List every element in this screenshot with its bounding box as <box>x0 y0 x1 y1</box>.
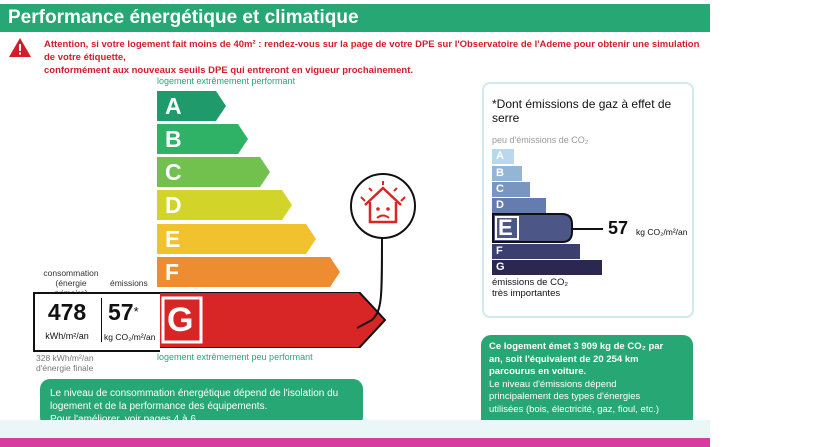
dpe-bar-c <box>157 157 270 187</box>
ges-bar-c: C <box>492 182 530 197</box>
ges-unit: kg CO₂/m²/an <box>636 227 688 237</box>
sad-house-icon <box>360 181 406 224</box>
next-section-header <box>0 438 710 447</box>
energy-info-callout: Le niveau de consommation énergétique dé… <box>40 379 363 427</box>
ges-bottom-line: très importantes <box>492 288 561 299</box>
ges-letter: G <box>496 261 505 273</box>
ges-letter: C <box>496 183 504 195</box>
callout-line: Pour l'améliorer, voir pages 4 à 6 <box>50 413 353 426</box>
ges-title: *Dont émissions de gaz à effet de serre <box>492 97 672 125</box>
ges-letter: F <box>496 245 503 257</box>
energy-value: 478 <box>47 299 87 325</box>
callout-line: Le niveau de consommation énergétique dé… <box>50 388 339 399</box>
dpe-bar-b <box>157 124 248 154</box>
final-energy-value: 328 kWh/m²/an <box>36 353 94 363</box>
emissions-value: 57 <box>108 299 134 325</box>
ges-value: 57 <box>608 218 629 238</box>
ges-scale-bottom-label: émissions de CO₂ très importantes <box>492 277 568 299</box>
ges-bar-a: A <box>492 149 514 164</box>
callout-line: parcourus en voiture. <box>489 366 587 377</box>
final-energy-note: 328 kWh/m²/an d'énergie finale <box>36 353 94 373</box>
dpe-bar-f <box>157 257 340 287</box>
callout-line: logement et de la performance des équipe… <box>50 401 268 412</box>
dpe-letter: F <box>165 259 180 285</box>
ges-letter: B <box>496 167 504 179</box>
dpe-letter: D <box>165 192 182 218</box>
pin-connector <box>356 234 383 329</box>
dpe-bar-e <box>157 224 316 254</box>
section-title: Performance énergétique et climatique <box>8 7 359 28</box>
dpe-letter: A <box>165 93 182 119</box>
dpe-bar-g-current <box>157 292 387 348</box>
dpe-bar-e-label-wrap: E <box>157 224 317 254</box>
ges-bottom-line: émissions de CO₂ <box>492 277 569 288</box>
dpe-bar-d-label-wrap: D <box>157 190 293 220</box>
ges-bar-g: G <box>492 260 602 275</box>
passoire-badge <box>350 173 416 239</box>
callout-line: Le niveau d'émissions dépend <box>489 378 617 390</box>
warning-message: Attention, si votre logement fait moins … <box>44 38 704 77</box>
dpe-bar-f-label-wrap: F <box>157 257 341 287</box>
warning-line: conformément aux nouveaux seuils DPE qui… <box>44 65 413 76</box>
dpe-scale-top-label: logement extrêmement performant <box>157 76 296 86</box>
dpe-bar-a <box>157 91 226 121</box>
final-energy-label: d'énergie finale <box>36 363 94 373</box>
energy-unit: kWh/m²/an <box>45 331 89 341</box>
emissions-value-wrap: 57* <box>108 300 139 324</box>
emissions-info-callout: Ce logement émet 3 909 kg de CO₂ par an,… <box>481 335 693 432</box>
dpe-letter: E <box>165 226 181 252</box>
ges-bar-b: B <box>492 166 522 181</box>
warning-triangle-icon <box>9 38 31 57</box>
ges-current-letter: E <box>498 215 513 240</box>
value-divider <box>101 298 102 342</box>
warning-line: Attention, si votre logement fait moins … <box>44 39 700 63</box>
ges-scale-top-label: peu d'émissions de CO₂ <box>492 135 589 145</box>
dpe-bar-b-label-wrap: B <box>157 124 249 154</box>
ges-letter: D <box>496 199 504 211</box>
dpe-bar-c-label-wrap: C <box>157 157 271 187</box>
callout-line: an, soit l'équivalent de 20 254 km <box>489 353 639 365</box>
callout-line: utilisées (bois, électricité, gaz, fioul… <box>489 403 660 415</box>
dpe-scale-bottom-label: logement extrêmement peu performant <box>157 352 313 362</box>
ges-letter: A <box>496 150 504 162</box>
callout-line: principalement des types d'énergies <box>489 391 641 402</box>
next-section-band <box>0 420 710 438</box>
ges-bar-e-current <box>492 213 573 243</box>
emissions-star: * <box>133 304 139 319</box>
dpe-bar-g-label-wrap: G <box>157 292 387 348</box>
section-header: Performance énergétique et climatique <box>0 4 710 32</box>
dpe-letter: B <box>165 126 182 152</box>
callout-line: Ce logement émet 3 909 kg de CO₂ par <box>489 341 664 352</box>
dpe-letter: C <box>165 159 182 185</box>
ges-bar-f: F <box>492 244 580 259</box>
dpe-bar-d <box>157 190 292 220</box>
ges-bar-d: D <box>492 198 546 213</box>
ges-pointer-line <box>573 228 603 230</box>
emissions-label: émissions <box>110 278 148 288</box>
emissions-unit: kg CO₂/m²/an <box>104 332 156 342</box>
dpe-current-letter: G <box>167 301 194 339</box>
dpe-bar-a-label-wrap: A <box>157 91 227 121</box>
ges-bar-e-label-wrap: E <box>492 213 574 243</box>
dpe-values-box <box>33 292 160 352</box>
